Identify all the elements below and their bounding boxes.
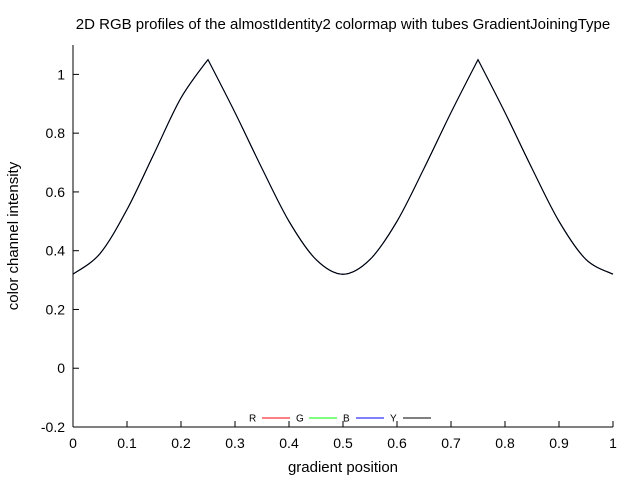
y-tick-label: 0 (57, 360, 65, 376)
y-tick-label: 0.6 (46, 184, 66, 200)
y-axis-label: color channel intensity (5, 161, 22, 310)
x-ticks: 0 0.1 0.2 0.3 0.4 0.5 0.6 0.7 0.8 0.9 1 (69, 421, 617, 451)
series-layer (72, 58, 614, 275)
series-line-g (72, 58, 614, 275)
x-tick-label: 0.2 (171, 435, 191, 451)
x-axis-label: gradient position (288, 459, 398, 476)
y-tick-label: 0.8 (46, 125, 66, 141)
legend-label-y: Y (390, 414, 397, 425)
chart-title: 2D RGB profiles of the almostIdentity2 c… (76, 16, 610, 33)
x-tick-label: 0.1 (117, 435, 137, 451)
x-tick-label: 0.4 (279, 435, 299, 451)
x-tick-label: 0.6 (387, 435, 407, 451)
plot-frame (72, 45, 613, 428)
series-line-y (72, 58, 614, 275)
x-tick-label: 0.3 (225, 435, 245, 451)
y-tick-label: 1 (57, 66, 65, 82)
y-tick-label: 0.2 (46, 301, 66, 317)
x-tick-label: 0.9 (549, 435, 569, 451)
legend-label-g: G (296, 414, 304, 425)
x-tick-label: 0 (69, 435, 77, 451)
x-tick-label: 0.8 (495, 435, 515, 451)
x-tick-label: 1 (609, 435, 617, 451)
legend-label-r: R (249, 414, 256, 425)
y-tick-label: 0.4 (46, 243, 66, 259)
y-tick-label: -0.2 (41, 419, 65, 435)
series-line-r (72, 58, 614, 275)
x-tick-label: 0.5 (333, 435, 353, 451)
x-tick-label: 0.7 (441, 435, 461, 451)
legend-label-b: B (343, 414, 350, 425)
y-ticks: -0.2 0 0.2 0.4 0.6 0.8 1 (41, 66, 79, 435)
series-line-b (72, 58, 614, 275)
